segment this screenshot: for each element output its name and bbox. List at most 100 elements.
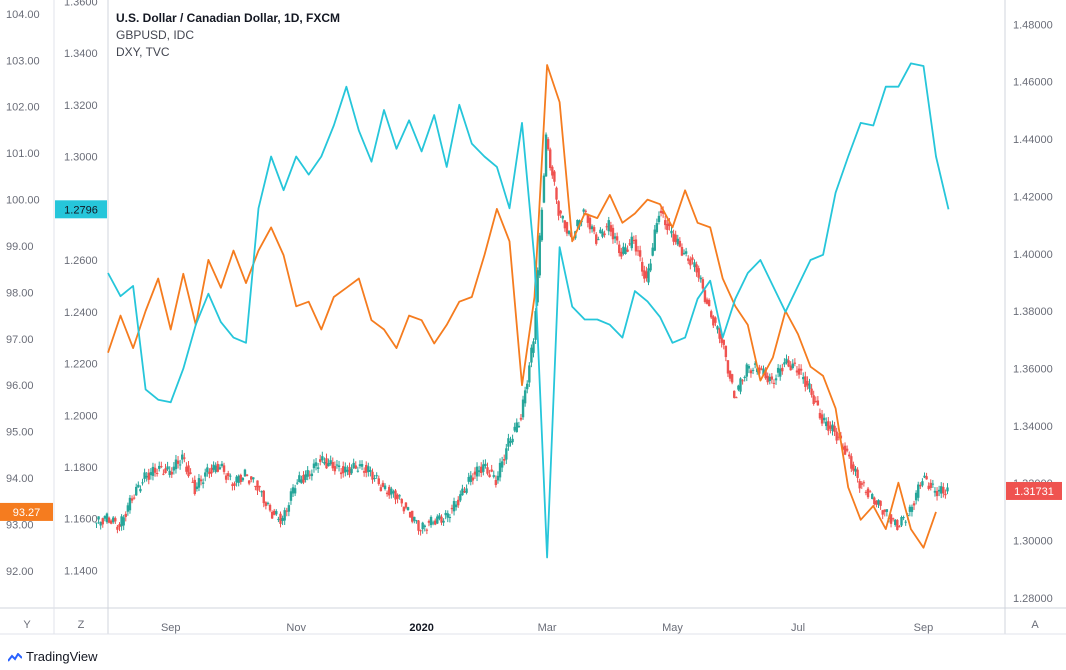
candle-body	[553, 171, 556, 182]
candle-body	[450, 507, 454, 510]
candle-body	[678, 240, 682, 247]
candle-body	[273, 510, 276, 515]
gbpusd-tick-label: 1.1400	[64, 565, 98, 577]
candle-body	[398, 495, 401, 497]
candle-body	[229, 475, 232, 477]
candle-body	[181, 454, 184, 460]
dxy-tick-label: 95.00	[6, 427, 34, 439]
candle-body	[898, 526, 901, 528]
legend-dxy: DXY, TVC	[116, 45, 170, 59]
candle-body	[707, 299, 711, 307]
candle-body	[549, 149, 552, 169]
candle-body	[275, 511, 278, 515]
chart-canvas[interactable]: 104.00 103.00 102.00 101.00 100.00 99.00 98.00…	[0, 0, 1066, 644]
candle-body	[369, 469, 372, 472]
candle-body	[413, 516, 416, 521]
gbpusd-tick-label: 1.3000	[64, 152, 98, 164]
candle-body	[120, 516, 123, 527]
candle-body	[789, 365, 792, 371]
candle-body	[256, 480, 259, 491]
candle-body	[279, 513, 282, 524]
candle-body	[112, 517, 115, 523]
time-tick-label: Jul	[791, 622, 805, 634]
candle-body	[178, 464, 182, 466]
candle-body	[325, 458, 328, 469]
candle-body	[530, 347, 533, 363]
gbpusd-series-line	[107, 62, 950, 559]
candle-body	[415, 520, 418, 522]
candle-body	[902, 517, 905, 519]
candle-body	[891, 518, 895, 520]
candle-body	[517, 425, 521, 428]
candle-body	[601, 231, 604, 237]
tradingview-brand[interactable]: TradingView	[8, 649, 98, 664]
candle-body	[358, 464, 362, 467]
candle-body	[362, 471, 366, 473]
candle-body	[505, 448, 508, 460]
time-tick-label: Sep	[161, 622, 181, 634]
gbpusd-tick-label: 1.2000	[64, 410, 98, 422]
candle-body	[149, 472, 153, 476]
candle-body	[626, 249, 629, 252]
candle-body	[630, 236, 633, 249]
candle-body	[250, 476, 253, 480]
candle-body	[538, 235, 541, 276]
candle-body	[306, 470, 309, 477]
candle-body	[760, 368, 763, 370]
candle-body	[684, 251, 688, 254]
candle-body	[486, 467, 489, 474]
candle-body	[745, 364, 748, 377]
candle-body	[492, 475, 495, 477]
candle-body	[720, 333, 723, 343]
candle-body	[417, 520, 420, 531]
candle-body	[774, 378, 778, 381]
legend-usdcad: U.S. Dollar / Canadian Dollar, 1D, FXCM	[116, 11, 341, 25]
candle-body	[289, 491, 293, 501]
candle-body	[515, 422, 518, 433]
candle-body	[264, 502, 268, 506]
candle-body	[860, 483, 863, 485]
corner-z-button[interactable]: Z	[77, 619, 85, 631]
candle-body	[929, 482, 932, 488]
candle-body	[528, 365, 531, 383]
candle-body	[498, 462, 502, 478]
candle-body	[427, 520, 431, 523]
candle-body	[183, 457, 186, 459]
candle-body	[672, 233, 675, 242]
corner-y-button[interactable]: Y	[23, 619, 31, 631]
auto-scale-button[interactable]: A	[1031, 619, 1039, 631]
usdcad-tick-label: 1.38000	[1013, 306, 1053, 318]
candle-body	[212, 464, 215, 470]
candle-body	[350, 468, 353, 474]
candle-body	[235, 476, 238, 483]
candle-body	[843, 445, 847, 455]
candle-body	[304, 474, 307, 480]
candle-body	[935, 490, 939, 497]
candle-body	[793, 362, 797, 364]
candle-body	[557, 201, 560, 216]
gbpusd-tick-label: 1.3600	[64, 0, 98, 8]
time-tick-label: Sep	[914, 622, 934, 634]
usdcad-tick-label: 1.40000	[1013, 249, 1053, 261]
candle-body	[216, 463, 219, 472]
candle-body	[551, 166, 554, 176]
candle-body	[695, 264, 698, 273]
candle-body	[327, 463, 330, 467]
candle-body	[400, 499, 403, 504]
candle-body	[563, 220, 567, 229]
candle-body	[247, 480, 251, 484]
candle-body	[189, 472, 192, 474]
candle-body	[670, 230, 673, 234]
candle-body	[542, 175, 546, 203]
candle-body	[603, 233, 606, 236]
candle-body	[124, 513, 127, 517]
dxy-tick-label: 101.00	[6, 148, 40, 160]
candle-body	[381, 482, 385, 487]
candle-body	[666, 223, 669, 230]
candle-body	[266, 502, 270, 504]
candle-body	[262, 490, 265, 504]
candle-body	[107, 517, 111, 523]
candle-body	[609, 225, 613, 232]
candle-body	[268, 504, 272, 511]
candle-body	[733, 390, 736, 398]
